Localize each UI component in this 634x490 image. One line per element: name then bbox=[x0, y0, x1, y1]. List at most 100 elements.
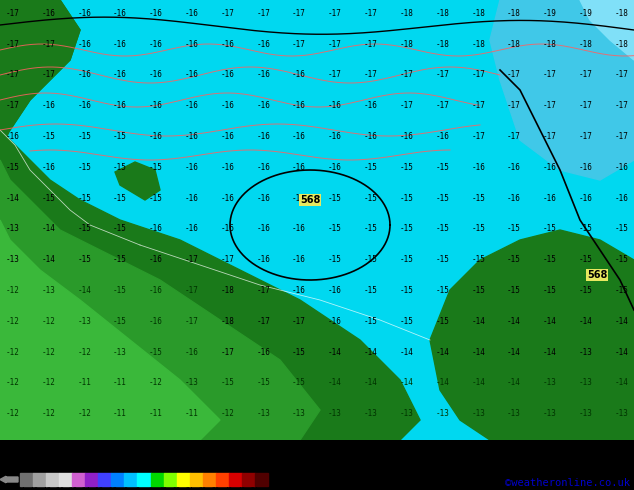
Text: -14: -14 bbox=[507, 378, 521, 387]
Text: -15: -15 bbox=[471, 255, 485, 264]
Text: -18: -18 bbox=[399, 40, 413, 49]
Text: -15: -15 bbox=[471, 224, 485, 233]
Text: -15: -15 bbox=[399, 255, 413, 264]
Bar bbox=[150, 473, 164, 486]
Bar bbox=[59, 473, 72, 486]
Text: -16: -16 bbox=[149, 132, 163, 141]
Text: -12: -12 bbox=[77, 347, 91, 357]
Text: -14: -14 bbox=[364, 347, 378, 357]
Text: -14: -14 bbox=[436, 378, 450, 387]
Bar bbox=[164, 473, 177, 486]
Text: -15: -15 bbox=[292, 378, 306, 387]
Text: -14: -14 bbox=[328, 347, 342, 357]
Text: -12: -12 bbox=[77, 409, 91, 418]
Text: -16: -16 bbox=[543, 163, 557, 172]
Text: -17: -17 bbox=[614, 70, 628, 79]
Text: -16: -16 bbox=[77, 40, 91, 49]
Text: -16: -16 bbox=[184, 101, 198, 110]
Text: -16: -16 bbox=[292, 101, 306, 110]
Text: -16: -16 bbox=[149, 255, 163, 264]
Text: -15: -15 bbox=[256, 378, 270, 387]
Text: -15: -15 bbox=[77, 163, 91, 172]
Text: -48: -48 bbox=[27, 487, 39, 490]
Text: -14: -14 bbox=[77, 286, 91, 295]
Text: -16: -16 bbox=[471, 163, 485, 172]
Text: -16: -16 bbox=[292, 194, 306, 202]
Text: -15: -15 bbox=[364, 317, 378, 326]
Text: -15: -15 bbox=[399, 317, 413, 326]
Text: -15: -15 bbox=[436, 163, 450, 172]
Text: -12: -12 bbox=[221, 409, 235, 418]
Text: -16: -16 bbox=[256, 163, 270, 172]
Text: -15: -15 bbox=[149, 347, 163, 357]
Text: -15: -15 bbox=[328, 224, 342, 233]
Text: -16: -16 bbox=[614, 194, 628, 202]
Text: -16: -16 bbox=[221, 101, 235, 110]
Text: -17: -17 bbox=[507, 70, 521, 79]
Text: -16: -16 bbox=[184, 163, 198, 172]
Polygon shape bbox=[0, 160, 320, 440]
Text: -15: -15 bbox=[113, 286, 127, 295]
Text: -12: -12 bbox=[6, 378, 20, 387]
Text: -15: -15 bbox=[543, 224, 557, 233]
Text: -16: -16 bbox=[184, 347, 198, 357]
Text: -15: -15 bbox=[42, 194, 55, 202]
Text: -17: -17 bbox=[184, 255, 198, 264]
Text: -16: -16 bbox=[113, 101, 127, 110]
Text: -16: -16 bbox=[292, 224, 306, 233]
Text: -17: -17 bbox=[507, 101, 521, 110]
Text: -15: -15 bbox=[364, 286, 378, 295]
Text: -17: -17 bbox=[256, 286, 270, 295]
Text: -15: -15 bbox=[221, 378, 235, 387]
Text: -16: -16 bbox=[149, 9, 163, 18]
Text: -17: -17 bbox=[399, 101, 413, 110]
Text: -13: -13 bbox=[543, 378, 557, 387]
Text: -17: -17 bbox=[399, 70, 413, 79]
Polygon shape bbox=[0, 0, 80, 130]
Text: -14: -14 bbox=[328, 378, 342, 387]
Text: -15: -15 bbox=[579, 255, 592, 264]
Text: -16: -16 bbox=[77, 101, 91, 110]
Text: -19: -19 bbox=[579, 9, 592, 18]
Text: -16: -16 bbox=[292, 255, 306, 264]
Text: -18: -18 bbox=[507, 40, 521, 49]
Text: -16: -16 bbox=[149, 317, 163, 326]
Text: 6: 6 bbox=[148, 487, 153, 490]
Text: -17: -17 bbox=[6, 101, 20, 110]
Text: -15: -15 bbox=[149, 194, 163, 202]
Text: -16: -16 bbox=[149, 101, 163, 110]
Text: -16: -16 bbox=[292, 163, 306, 172]
Text: -15: -15 bbox=[436, 317, 450, 326]
Text: -15: -15 bbox=[328, 255, 342, 264]
Text: -17: -17 bbox=[614, 132, 628, 141]
Text: -14: -14 bbox=[6, 194, 20, 202]
Text: -14: -14 bbox=[614, 347, 628, 357]
Text: -13: -13 bbox=[113, 347, 127, 357]
Text: -13: -13 bbox=[6, 224, 20, 233]
Text: -15: -15 bbox=[579, 286, 592, 295]
Text: 42: 42 bbox=[225, 487, 233, 490]
Text: -16: -16 bbox=[328, 317, 342, 326]
Text: -15: -15 bbox=[436, 194, 450, 202]
Text: -16: -16 bbox=[221, 70, 235, 79]
Polygon shape bbox=[580, 0, 634, 60]
Bar bbox=[112, 473, 124, 486]
Text: ©weatheronline.co.uk: ©weatheronline.co.uk bbox=[505, 478, 630, 488]
Text: -15: -15 bbox=[614, 224, 628, 233]
Text: -14: -14 bbox=[471, 378, 485, 387]
Text: -17: -17 bbox=[6, 9, 20, 18]
Text: -13: -13 bbox=[579, 347, 592, 357]
Bar bbox=[85, 473, 98, 486]
Text: -15: -15 bbox=[399, 163, 413, 172]
Text: -15: -15 bbox=[77, 194, 91, 202]
Text: -18: -18 bbox=[471, 9, 485, 18]
Text: -15: -15 bbox=[507, 286, 521, 295]
Text: -16: -16 bbox=[328, 132, 342, 141]
Bar bbox=[242, 473, 255, 486]
Bar bbox=[33, 473, 46, 486]
Text: -14: -14 bbox=[399, 378, 413, 387]
Text: -17: -17 bbox=[221, 9, 235, 18]
Text: -15: -15 bbox=[77, 132, 91, 141]
Text: -14: -14 bbox=[579, 317, 592, 326]
Text: -15: -15 bbox=[579, 224, 592, 233]
